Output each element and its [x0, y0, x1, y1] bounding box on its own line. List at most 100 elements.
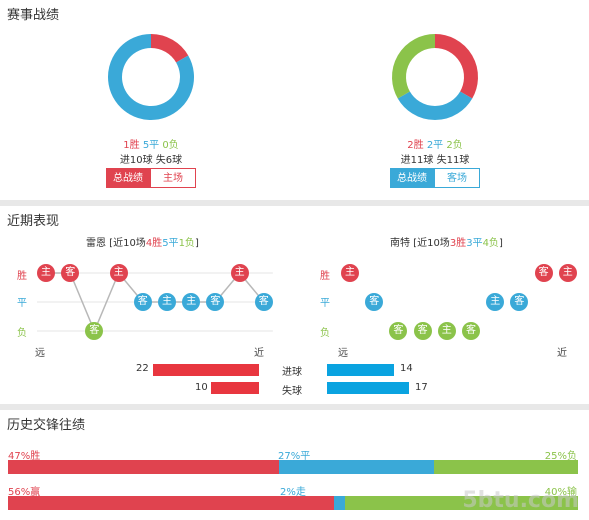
h2h-row1-draw-label: 27%平 — [278, 451, 311, 462]
left-recent-losses: 1负 — [178, 238, 195, 249]
right-row-label-loss: 负 — [320, 328, 330, 339]
right-axis-far: 远 — [338, 348, 348, 359]
left-match-dot[interactable]: 客 — [133, 293, 152, 311]
right-tab-away[interactable]: 客场 — [434, 168, 480, 188]
h2h-row1-bar — [8, 460, 578, 474]
right-goals-for: 进11球 — [400, 155, 434, 166]
h2h-row1-win-label: 47%胜 — [8, 451, 41, 462]
left-goals-against: 失6球 — [155, 155, 183, 166]
right-match-dot[interactable]: 客 — [462, 322, 480, 340]
left-tab-total[interactable]: 总战绩 — [106, 168, 150, 188]
section-title-h2h: 历史交锋往绩 — [7, 418, 86, 433]
right-tab-total[interactable]: 总战绩 — [390, 168, 434, 188]
left-wins: 1胜 — [123, 140, 140, 151]
left-match-dot[interactable]: 客 — [254, 293, 273, 311]
right-conceded-value: 17 — [415, 382, 428, 393]
h2h-panel: 历史交锋往绩 47%胜 27%平 25%负 56%赢 2%走 40%输 5btu… — [0, 410, 589, 520]
right-match-dot[interactable]: 主 — [341, 264, 359, 282]
left-record-donut — [108, 34, 194, 120]
right-conceded-bar — [327, 382, 409, 394]
h2h-row1-draw-segment — [278, 460, 435, 474]
left-conceded-value: 10 — [195, 382, 208, 393]
left-match-dot[interactable]: 主 — [230, 264, 249, 282]
left-row-label-win: 胜 — [17, 271, 27, 282]
right-recent-draws: 3平 — [466, 238, 483, 249]
h2h-row2-draw-label: 2%走 — [280, 487, 306, 498]
left-donut-win-slice — [150, 34, 189, 63]
right-match-dot[interactable]: 客 — [389, 322, 408, 340]
h2h-row1-loss-segment — [434, 460, 578, 474]
left-match-dot[interactable]: 主 — [182, 293, 201, 311]
left-record-goals: 进10球 失6球 — [96, 151, 206, 166]
left-axis-near: 近 — [254, 348, 264, 359]
right-draws: 2平 — [426, 140, 444, 151]
section-title-record: 赛事战绩 — [7, 8, 60, 23]
left-tab-home[interactable]: 主场 — [150, 168, 196, 188]
h2h-row2-draw-segment — [333, 496, 346, 510]
left-form-line — [46, 271, 265, 333]
left-recent-draws: 5平 — [162, 238, 179, 249]
left-scored-value: 22 — [136, 363, 149, 374]
right-goals-against: 失11球 — [436, 155, 470, 166]
left-draws: 5平 — [142, 140, 160, 151]
left-team-name: 雷恩 — [86, 238, 106, 249]
left-recent-header: 雷恩 [近10场4胜5平1负] — [86, 234, 199, 249]
goals-scored-label: 进球 — [282, 367, 302, 378]
right-recent-prefix: [近10场 — [410, 238, 450, 249]
left-row-label-loss: 负 — [17, 328, 27, 339]
h2h-row1-win-segment — [8, 460, 279, 474]
right-recent-losses: 4负 — [482, 238, 499, 249]
h2h-row2-win-segment — [8, 496, 334, 510]
left-scored-bar — [153, 364, 259, 376]
recent-panel: 近期表现 雷恩 [近10场4胜5平1负] 南特 [近10场3胜3平4负] 胜 平… — [0, 206, 589, 404]
right-recent-suffix: ] — [498, 238, 503, 249]
h2h-row1-loss-label: 25%负 — [544, 451, 577, 462]
left-match-dot[interactable]: 主 — [109, 264, 128, 282]
right-match-dot[interactable]: 客 — [413, 322, 432, 340]
left-row-label-draw: 平 — [17, 298, 27, 309]
right-form-lines — [0, 206, 280, 346]
left-match-dot[interactable]: 客 — [85, 322, 104, 340]
left-axis-far: 远 — [35, 348, 45, 359]
h2h-row2-loss-segment — [345, 496, 578, 510]
right-row-label-draw: 平 — [320, 298, 330, 309]
left-match-dot[interactable]: 客 — [61, 264, 80, 282]
left-match-dot[interactable]: 主 — [37, 264, 55, 282]
right-recent-header: 南特 [近10场3胜3平4负] — [390, 234, 503, 249]
section-title-recent: 近期表现 — [7, 214, 60, 229]
h2h-row2-loss-label: 40%输 — [544, 487, 577, 498]
h2h-row2-win-label: 56%赢 — [8, 487, 41, 498]
left-donut-draw-slice — [108, 34, 194, 120]
left-conceded-bar — [211, 382, 259, 394]
left-record-wdl: 1胜 5平 0负 — [96, 136, 206, 151]
right-scored-value: 14 — [400, 363, 413, 374]
right-donut-loss-slice — [392, 34, 436, 99]
watermark: 5btu.com — [462, 488, 579, 513]
right-record-donut — [392, 34, 478, 120]
left-losses: 0负 — [162, 140, 179, 151]
right-wins: 2胜 — [407, 140, 424, 151]
right-match-dot[interactable]: 主 — [437, 322, 456, 340]
right-donut-win-slice — [434, 34, 478, 99]
right-team-name: 南特 — [390, 238, 410, 249]
right-axis-near: 近 — [557, 348, 567, 359]
right-match-dot[interactable]: 主 — [558, 264, 577, 282]
right-losses: 2负 — [446, 140, 463, 151]
left-recent-wins: 4胜 — [145, 238, 163, 249]
goals-conceded-label: 失球 — [282, 386, 302, 397]
left-match-dot[interactable]: 主 — [158, 293, 176, 311]
right-match-dot[interactable]: 客 — [534, 264, 553, 282]
right-scored-bar — [327, 364, 394, 376]
right-match-dot[interactable]: 客 — [510, 293, 529, 311]
left-match-dot[interactable]: 客 — [206, 293, 225, 311]
left-recent-prefix: [近10场 — [106, 238, 146, 249]
right-record-wdl: 2胜 2平 2负 — [380, 136, 490, 151]
right-recent-wins: 3胜 — [449, 238, 467, 249]
right-match-dot[interactable]: 主 — [486, 293, 505, 311]
h2h-row2-bar — [8, 496, 578, 510]
left-recent-suffix: ] — [194, 238, 199, 249]
record-panel: 赛事战绩 1胜 5平 0负 进10球 失6球 总战绩 主场 2胜 2平 2负 进… — [0, 0, 589, 200]
right-match-dot[interactable]: 客 — [365, 293, 384, 311]
right-row-label-win: 胜 — [320, 271, 330, 282]
left-goals-for: 进10球 — [119, 155, 153, 166]
